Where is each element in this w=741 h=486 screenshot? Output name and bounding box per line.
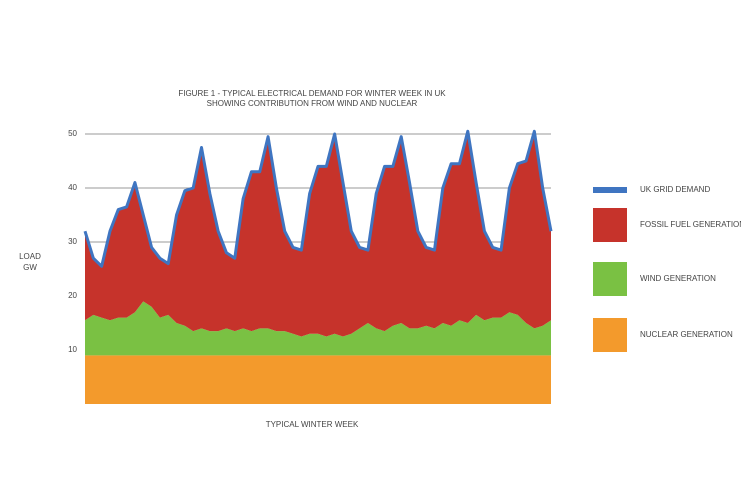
y-tick-label: 20 [68, 291, 77, 300]
legend-swatch [593, 262, 627, 296]
y-tick-label: 50 [68, 129, 77, 138]
x-axis-label: TYPICAL WINTER WEEK [266, 420, 359, 429]
y-tick-label: 10 [68, 345, 77, 354]
chart-title: SHOWING CONTRIBUTION FROM WIND AND NUCLE… [207, 99, 418, 108]
legend-label: NUCLEAR GENERATION [640, 330, 733, 339]
legend-swatch [593, 318, 627, 352]
y-axis-label: LOAD [19, 252, 41, 261]
y-tick-label: 30 [68, 237, 77, 246]
area [85, 131, 551, 337]
area [85, 301, 551, 356]
chart-title: FIGURE 1 - TYPICAL ELECTRICAL DEMAND FOR… [178, 89, 446, 98]
legend-swatch [593, 187, 627, 193]
legend-label: FOSSIL FUEL GENERATION [640, 220, 741, 229]
y-axis-label: GW [23, 263, 37, 272]
line [83, 129, 553, 268]
y-tick-label: 40 [68, 183, 77, 192]
legend-swatch [593, 208, 627, 242]
legend-label: UK GRID DEMAND [640, 185, 710, 194]
legend-label: WIND GENERATION [640, 274, 716, 283]
area [85, 355, 551, 404]
